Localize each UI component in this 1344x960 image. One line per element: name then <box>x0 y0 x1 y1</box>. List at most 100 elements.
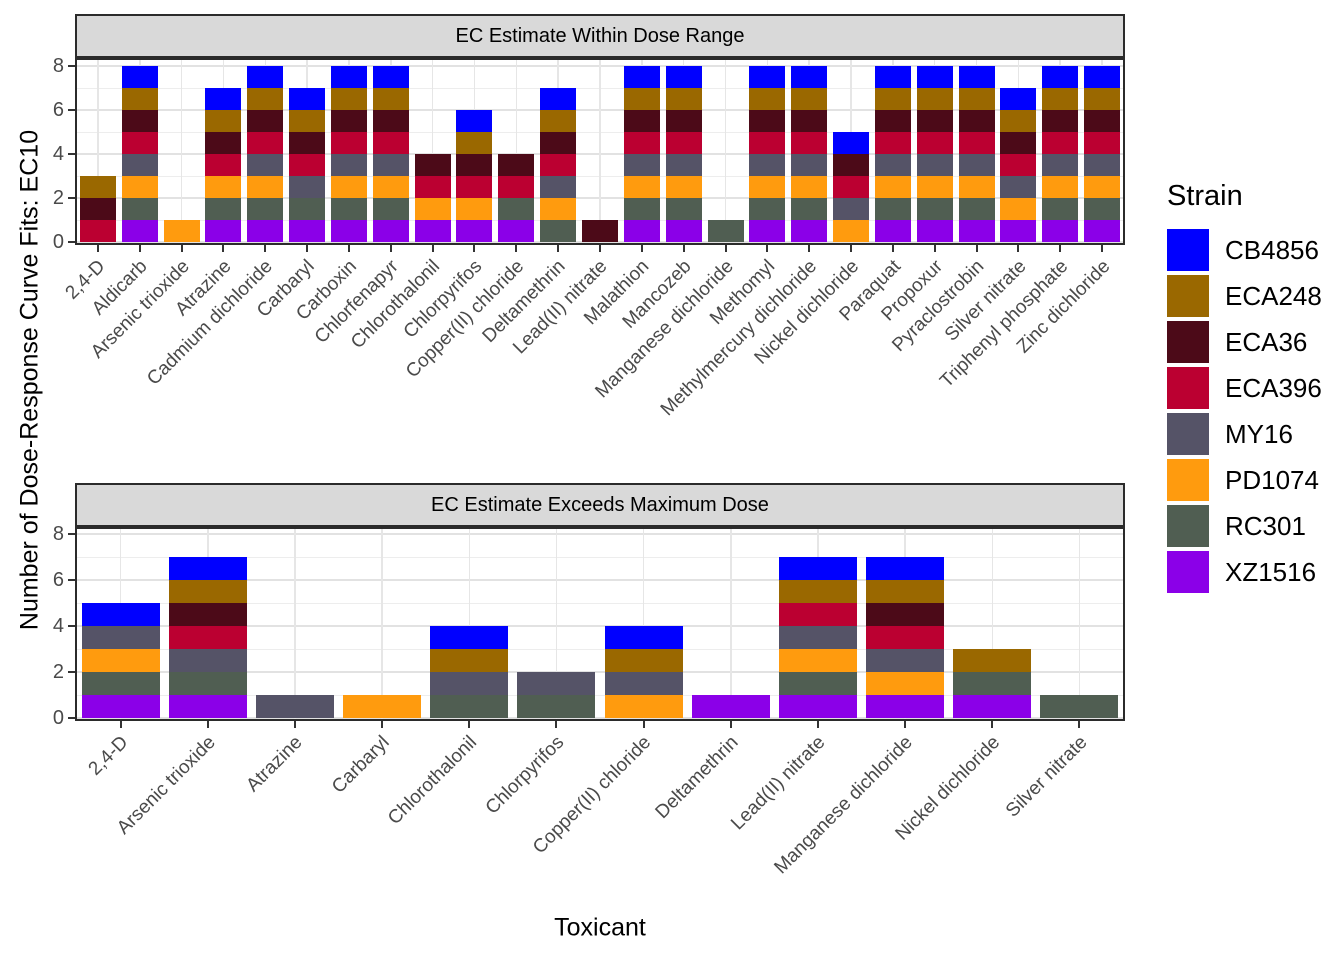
legend-swatch-pd1074 <box>1167 459 1209 501</box>
gridline-vertical <box>180 60 183 243</box>
bar-segment-my16 <box>604 672 683 695</box>
bar-segment-pd1074 <box>121 176 158 198</box>
legend-label: ECA36 <box>1225 326 1308 357</box>
bar-segment-eca248 <box>874 88 911 110</box>
bar-segment-eca36 <box>833 154 870 176</box>
x-axis-tick <box>180 245 183 252</box>
bar-segment-eca36 <box>79 198 116 220</box>
bar-segment-pd1074 <box>247 176 284 198</box>
bar-segment-eca396 <box>1042 132 1079 154</box>
gridline-vertical <box>515 60 518 243</box>
bar-segment-cb4856 <box>372 66 409 88</box>
bar-segment-cb4856 <box>778 557 857 580</box>
bar-segment-eca248 <box>247 88 284 110</box>
gridline-horizontal <box>77 533 1123 535</box>
bar-segment-cb4856 <box>1000 88 1037 110</box>
legend-item-pd1074: PD1074 <box>1167 459 1322 501</box>
x-axis-tick <box>138 245 141 252</box>
bar-segment-rc301 <box>916 198 953 220</box>
bar-segment-pd1074 <box>330 176 367 198</box>
legend-swatch-eca396 <box>1167 367 1209 409</box>
gridline-vertical <box>1078 529 1081 719</box>
bar-segment-xz1516 <box>81 695 160 718</box>
bar-segment-eca248 <box>1084 88 1121 110</box>
bar-segment-eca396 <box>1000 154 1037 176</box>
bar-segment-my16 <box>778 626 857 649</box>
bar-segment-eca248 <box>953 649 1032 672</box>
bar-segment-eca396 <box>498 176 535 198</box>
y-tick-label: 6 <box>52 99 64 121</box>
bar-segment-eca36 <box>1042 110 1079 132</box>
legend-swatch-my16 <box>1167 413 1209 455</box>
bar-segment-eca36 <box>958 110 995 132</box>
bar-segment-rc301 <box>1042 198 1079 220</box>
bar-segment-eca396 <box>874 132 911 154</box>
bar-segment-pd1074 <box>414 198 451 220</box>
bar-segment-my16 <box>372 154 409 176</box>
x-axis-tick <box>816 721 819 728</box>
x-axis-tick <box>293 721 296 728</box>
bar-segment-cb4856 <box>81 603 160 626</box>
bar-segment-pd1074 <box>604 695 683 718</box>
bar-segment-pd1074 <box>1042 176 1079 198</box>
bar-segment-xz1516 <box>330 220 367 242</box>
x-axis-tick <box>642 721 645 728</box>
bar-segment-cb4856 <box>833 132 870 154</box>
gridline-vertical <box>599 60 601 243</box>
bar-segment-cb4856 <box>749 66 786 88</box>
bar-segment-xz1516 <box>1042 220 1079 242</box>
x-axis-tick <box>766 245 769 252</box>
bar-segment-eca36 <box>1084 110 1121 132</box>
bar-segment-eca248 <box>205 110 242 132</box>
bar-segment-rc301 <box>778 672 857 695</box>
x-axis-tick <box>431 245 434 252</box>
bar-segment-pd1074 <box>81 649 160 672</box>
bar-segment-eca248 <box>456 132 493 154</box>
bar-segment-my16 <box>540 176 577 198</box>
bar-segment-rc301 <box>168 672 247 695</box>
bar-segment-cb4856 <box>205 88 242 110</box>
x-tick-label: Silver nitrate <box>1001 732 1092 822</box>
bar-segment-rc301 <box>330 198 367 220</box>
facet-strip-exceeds-maximum-dose: EC Estimate Exceeds Maximum Dose <box>75 483 1125 527</box>
x-axis-tick <box>991 721 994 728</box>
bar-segment-eca248 <box>623 88 660 110</box>
bar-segment-rc301 <box>958 198 995 220</box>
bar-segment-eca248 <box>791 88 828 110</box>
gridline-horizontal <box>77 556 1123 558</box>
bar-segment-my16 <box>866 649 945 672</box>
bar-segment-eca248 <box>540 110 577 132</box>
bar-segment-eca248 <box>778 580 857 603</box>
x-tick-label: Carbaryl <box>328 732 394 798</box>
bar-segment-xz1516 <box>691 695 770 718</box>
bar-segment-rc301 <box>1084 198 1121 220</box>
bar-segment-my16 <box>255 695 334 718</box>
y-axis-title: Number of Dose-Response Curve Fits: EC10 <box>15 129 44 631</box>
bar-segment-eca396 <box>456 176 493 198</box>
bar-segment-xz1516 <box>778 695 857 718</box>
bar-segment-my16 <box>665 154 702 176</box>
bar-segment-eca36 <box>205 132 242 154</box>
bar-segment-eca248 <box>749 88 786 110</box>
bar-segment-eca396 <box>247 132 284 154</box>
legend-label: MY16 <box>1225 418 1293 449</box>
bar-segment-eca36 <box>168 603 247 626</box>
bar-segment-cb4856 <box>1042 66 1079 88</box>
bar-segment-cb4856 <box>247 66 284 88</box>
bar-segment-eca248 <box>916 88 953 110</box>
bar-segment-eca396 <box>791 132 828 154</box>
x-axis-tick <box>1101 245 1104 252</box>
bar-segment-xz1516 <box>372 220 409 242</box>
bar-segment-eca396 <box>833 176 870 198</box>
bar-segment-eca396 <box>665 132 702 154</box>
bar-segment-xz1516 <box>866 695 945 718</box>
legend-label: RC301 <box>1225 510 1306 541</box>
legend-swatch-eca248 <box>1167 275 1209 317</box>
x-axis-tick <box>1059 245 1062 252</box>
bar-segment-xz1516 <box>791 220 828 242</box>
legend-items: CB4856 ECA248 ECA36 ECA396 MY16 PD1074 RC301 XZ… <box>1167 229 1322 593</box>
bar-segment-cb4856 <box>604 626 683 649</box>
bar-segment-eca248 <box>121 88 158 110</box>
facet-title: EC Estimate Within Dose Range <box>455 24 745 47</box>
